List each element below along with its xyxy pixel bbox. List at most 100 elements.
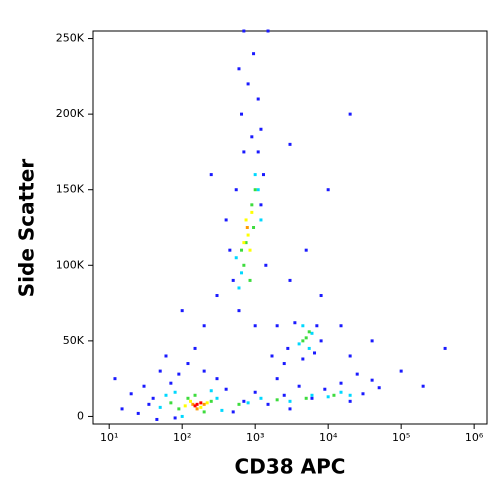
event-dot	[361, 392, 365, 396]
event-dot	[237, 309, 241, 313]
event-dot	[246, 233, 250, 237]
event-dot	[199, 401, 203, 405]
event-dot	[169, 401, 173, 405]
event-dot	[186, 396, 190, 400]
event-dot	[155, 417, 159, 421]
event-dot	[193, 346, 197, 350]
event-dot	[173, 390, 177, 394]
x-axis-title: CD38 APC	[235, 455, 346, 479]
event-dot	[253, 188, 257, 192]
event-dot	[234, 256, 238, 260]
event-dot	[224, 387, 228, 391]
event-dot	[310, 331, 314, 335]
x-tick-label: 10³	[246, 431, 264, 444]
event-dot	[282, 362, 286, 366]
event-dot	[339, 324, 343, 328]
y-tick-label: 200K	[56, 107, 85, 120]
event-dot	[286, 346, 290, 350]
event-dot	[275, 398, 279, 402]
y-tick-label: 0	[77, 409, 84, 422]
event-dot	[259, 218, 263, 222]
event-dot	[191, 402, 195, 406]
event-dot	[304, 396, 308, 400]
event-dot	[202, 402, 206, 406]
event-dot	[169, 381, 173, 385]
event-dot	[151, 396, 155, 400]
event-dot	[313, 351, 317, 355]
event-dot	[242, 150, 246, 154]
event-dot	[297, 384, 301, 388]
event-dot	[270, 354, 274, 358]
event-dot	[250, 210, 254, 214]
event-dot	[136, 411, 140, 415]
event-dot	[275, 324, 279, 328]
event-dot	[180, 309, 184, 313]
event-dot	[180, 414, 184, 418]
x-tick-label: 10⁵	[392, 431, 410, 444]
y-axis-title: Side Scatter	[15, 159, 39, 298]
event-dot	[348, 112, 352, 116]
event-dot	[237, 286, 241, 290]
event-dot	[355, 372, 359, 376]
event-dot	[202, 410, 206, 414]
event-dot	[421, 384, 425, 388]
y-tick-label: 150K	[56, 183, 85, 196]
event-dot	[193, 393, 197, 397]
event-dot	[215, 294, 219, 298]
event-dot	[377, 386, 381, 390]
event-dot	[339, 390, 343, 394]
event-dot	[209, 173, 213, 177]
event-dot	[348, 354, 352, 358]
event-dot	[304, 248, 308, 252]
event-dot	[244, 218, 248, 222]
event-dot	[288, 278, 292, 282]
event-dot	[288, 399, 292, 403]
event-dot	[202, 324, 206, 328]
event-dot	[348, 393, 352, 397]
event-dot	[297, 342, 301, 346]
event-dot	[304, 336, 308, 340]
event-dot	[261, 173, 265, 177]
event-dot	[315, 324, 319, 328]
event-dot	[256, 188, 260, 192]
event-dot	[443, 346, 447, 350]
event-dot	[293, 321, 297, 325]
event-dot	[173, 416, 177, 420]
event-dot	[242, 399, 246, 403]
event-dot	[248, 248, 252, 252]
event-dot	[113, 377, 117, 381]
event-dot	[193, 404, 197, 408]
y-tick-label: 100K	[56, 258, 85, 271]
event-dot	[246, 82, 250, 86]
event-dot	[348, 399, 352, 403]
x-tick-label: 10⁴	[319, 431, 338, 444]
event-dot	[177, 372, 181, 376]
event-dot	[237, 67, 241, 71]
event-dot	[224, 218, 228, 222]
event-dot	[205, 401, 209, 405]
event-dot	[183, 404, 187, 408]
event-dot	[259, 127, 263, 131]
event-dot	[323, 387, 327, 391]
event-dot	[164, 354, 168, 358]
event-dot	[310, 396, 314, 400]
event-dot	[339, 381, 343, 385]
event-dot	[288, 407, 292, 411]
event-dot	[301, 324, 305, 328]
event-dot	[242, 263, 246, 267]
event-dot	[370, 339, 374, 343]
event-dot	[326, 395, 330, 399]
event-dot	[209, 399, 213, 403]
event-dot	[266, 29, 270, 33]
event-dot	[245, 226, 249, 229]
event-dot	[195, 402, 199, 406]
y-tick-label: 50K	[63, 334, 85, 347]
event-dot	[240, 112, 244, 116]
event-dot	[399, 369, 403, 373]
event-dot	[250, 203, 254, 207]
event-dot	[252, 226, 256, 229]
event-dot	[301, 339, 305, 343]
event-dot	[237, 402, 241, 406]
event-dot	[259, 203, 263, 207]
